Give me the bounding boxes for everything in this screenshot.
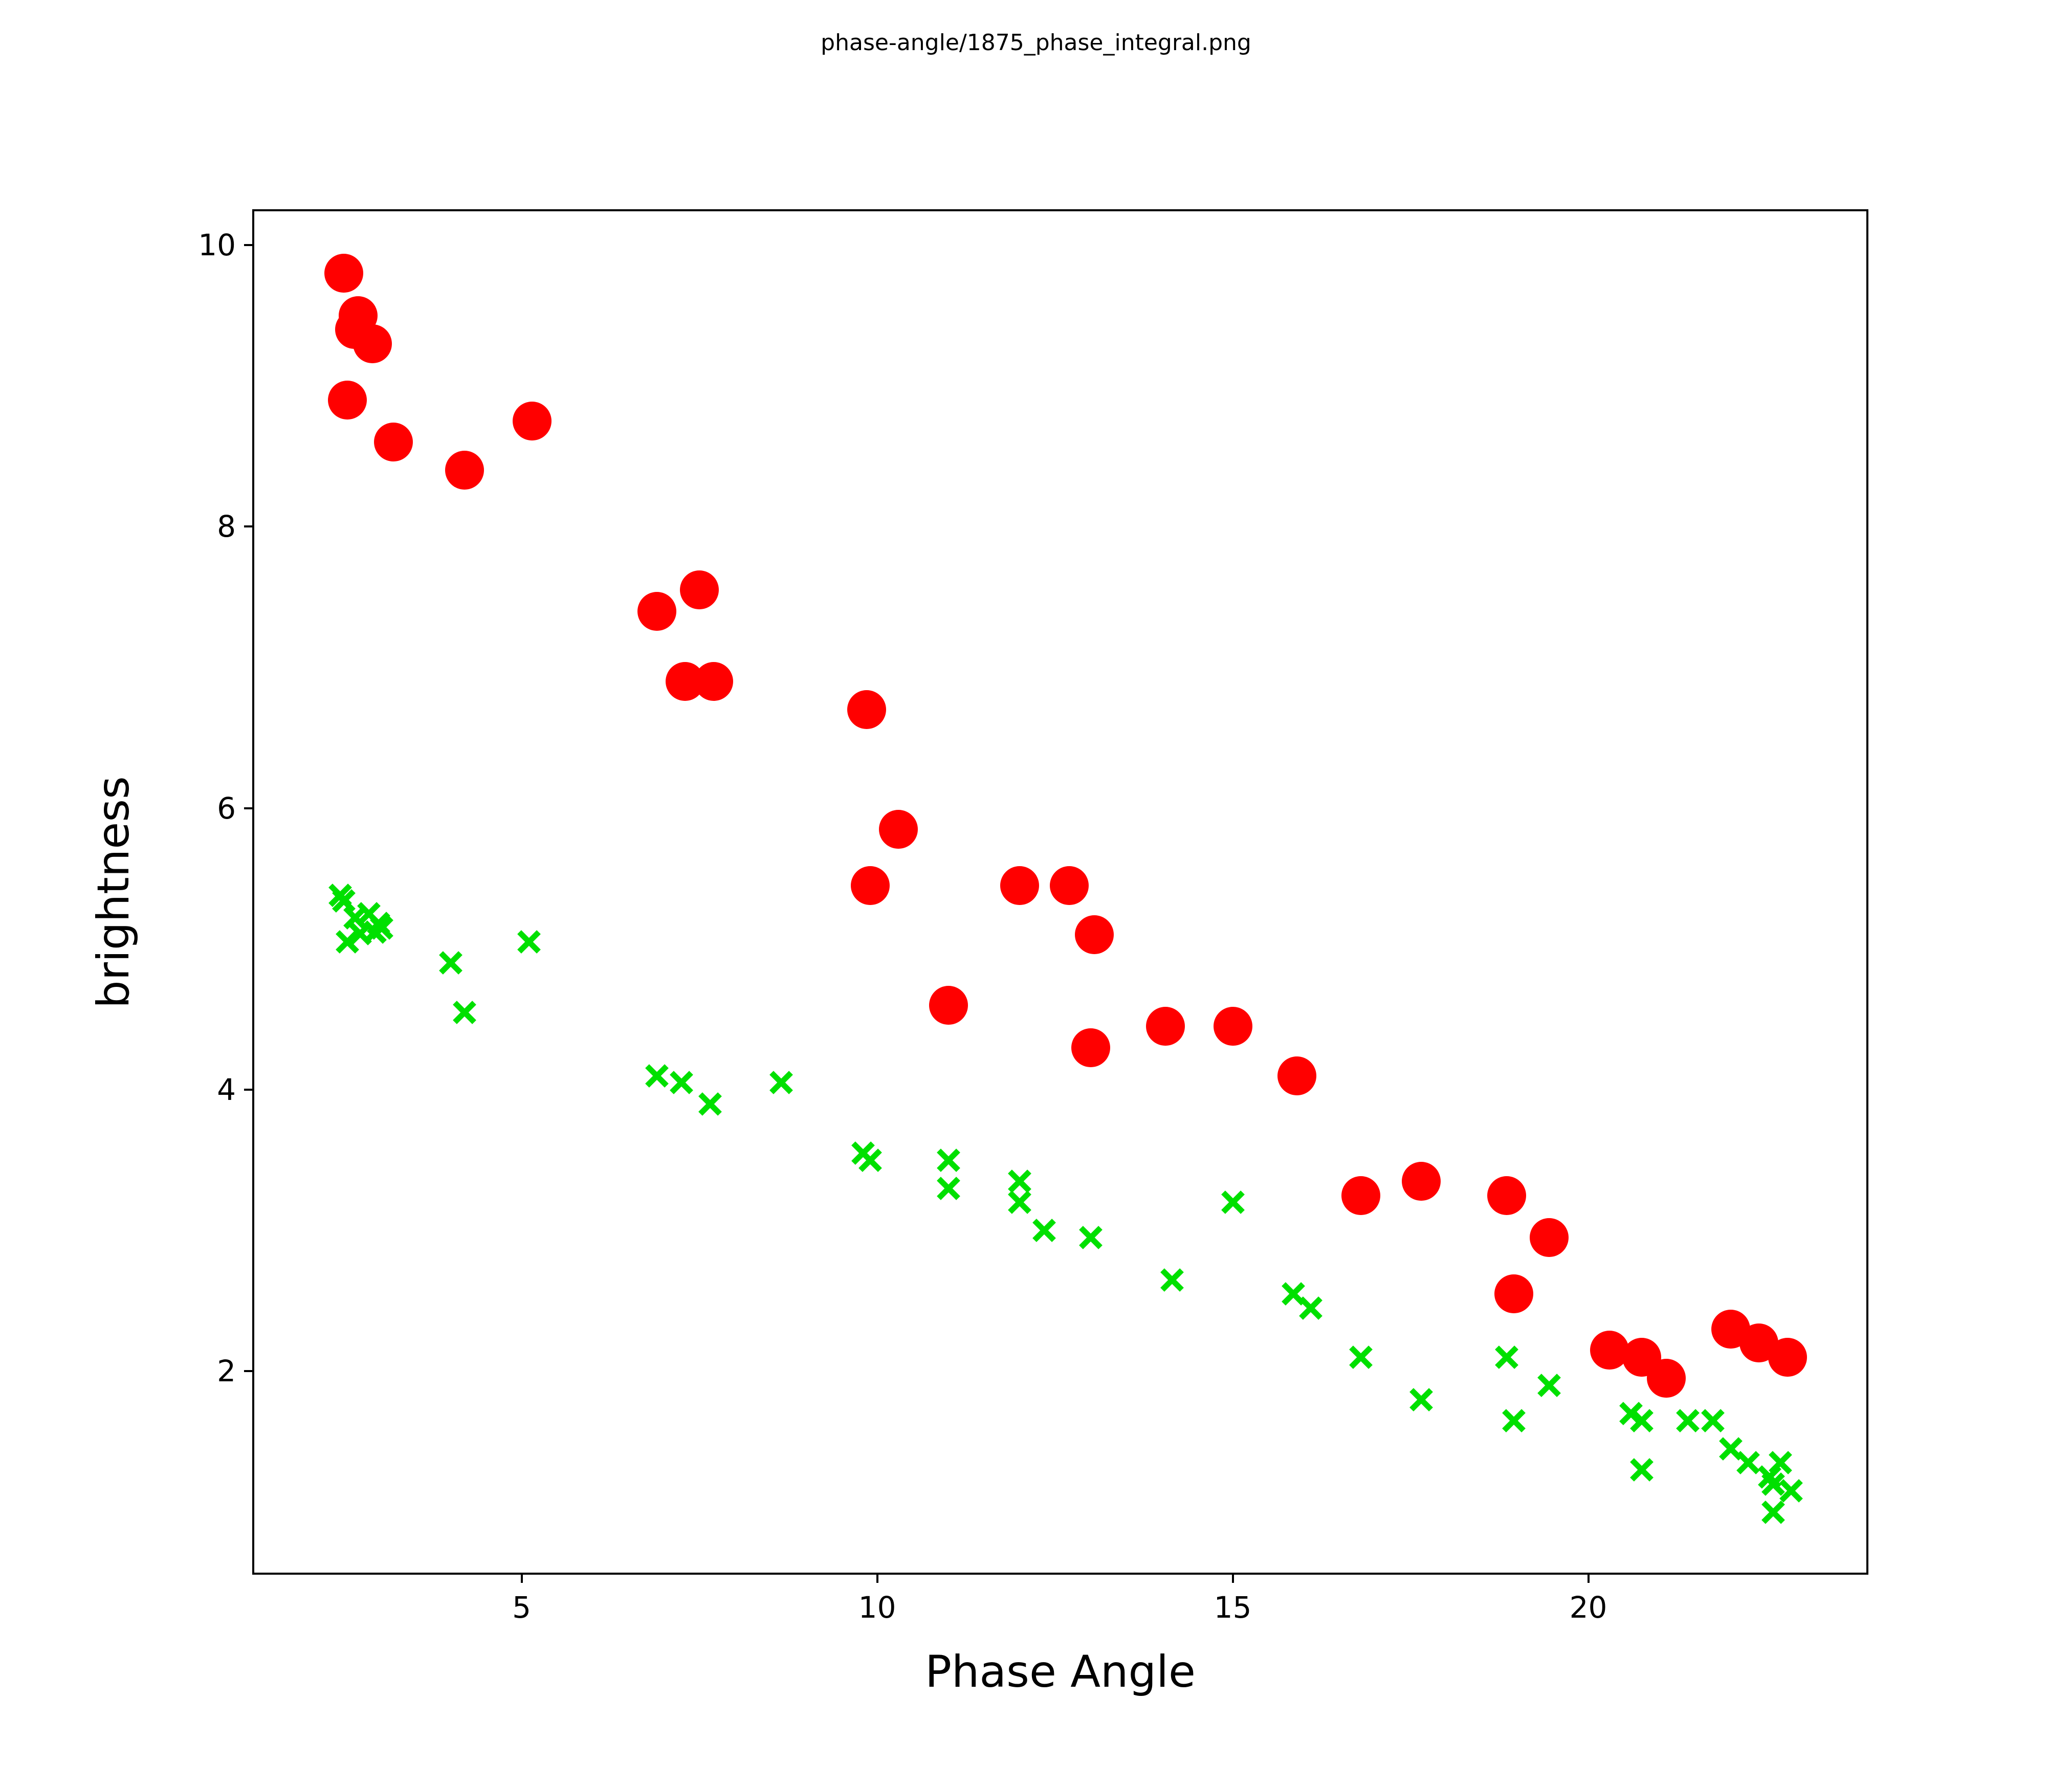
x-axis-tick — [1587, 1573, 1590, 1583]
y-axis-tick — [244, 1089, 254, 1091]
data-point-green-x — [1735, 1449, 1761, 1476]
data-point-green-x — [1778, 1477, 1804, 1504]
data-point-green-x — [1674, 1407, 1701, 1434]
y-tick-label: 10 — [198, 228, 236, 263]
data-point-green-x — [668, 1069, 695, 1096]
data-point-green-x — [697, 1091, 723, 1117]
data-point-red-circles — [850, 866, 890, 906]
data-point-green-x — [1220, 1189, 1246, 1216]
plot-area: Phase Angle brightness 5 10 15 20 2 4 6 8 10 — [88, 209, 1868, 1697]
y-axis-tick — [244, 807, 254, 809]
data-point-red-circles — [680, 570, 719, 610]
figure-title: phase-angle/1875_phase_integral.png — [821, 30, 1251, 56]
data-point-red-circles — [1074, 915, 1114, 955]
data-point-red-circles — [1145, 1007, 1185, 1046]
data-point-green-x — [1760, 1499, 1787, 1526]
x-axis-tick — [876, 1573, 878, 1583]
data-point-red-circles — [1341, 1176, 1380, 1215]
data-point-red-circles — [1487, 1176, 1526, 1215]
data-point-green-x — [1536, 1372, 1562, 1399]
y-tick-label: 4 — [217, 1072, 236, 1108]
data-point-green-x — [857, 1147, 884, 1174]
data-point-red-circles — [1071, 1028, 1110, 1067]
data-point-green-x — [1031, 1217, 1057, 1244]
x-tick-label: 10 — [858, 1590, 896, 1625]
data-point-red-circles — [637, 591, 676, 631]
data-point-red-circles — [328, 380, 367, 420]
data-point-green-x — [1159, 1267, 1185, 1293]
data-point-green-x — [334, 929, 361, 955]
y-tick-label: 8 — [217, 509, 236, 544]
data-point-red-circles — [879, 810, 918, 849]
data-point-green-x — [1501, 1407, 1527, 1434]
data-point-red-circles — [1401, 1161, 1441, 1201]
data-point-red-circles — [1000, 866, 1039, 906]
data-point-green-x — [1700, 1407, 1726, 1434]
data-point-green-x — [935, 1175, 962, 1202]
x-axis-label: Phase Angle — [925, 1646, 1196, 1697]
data-point-green-x — [516, 929, 542, 955]
data-point-red-circles — [847, 690, 886, 730]
data-point-red-circles — [1530, 1218, 1569, 1257]
data-point-green-x — [1077, 1224, 1104, 1251]
data-point-green-x — [1006, 1168, 1033, 1195]
y-tick-label: 2 — [217, 1354, 236, 1389]
y-axis-tick — [244, 1370, 254, 1373]
data-point-green-x — [768, 1069, 795, 1096]
y-axis-label: brightness — [88, 776, 139, 1008]
data-point-red-circles — [374, 423, 413, 462]
data-point-red-circles — [513, 402, 552, 441]
data-point-green-x — [1348, 1344, 1374, 1371]
data-point-red-circles — [1647, 1359, 1686, 1398]
data-point-green-x — [1493, 1344, 1520, 1371]
data-point-green-x — [437, 950, 464, 976]
data-point-red-circles — [1590, 1331, 1629, 1370]
x-axis-tick — [520, 1573, 523, 1583]
data-point-red-circles — [352, 324, 392, 363]
y-tick-label: 6 — [217, 790, 236, 826]
data-point-red-circles — [1768, 1337, 1807, 1377]
data-point-red-circles — [324, 254, 364, 293]
data-point-green-x — [362, 919, 388, 945]
y-axis-tick — [244, 525, 254, 528]
data-point-green-x — [1760, 1471, 1787, 1497]
data-point-red-circles — [1494, 1274, 1533, 1314]
data-point-green-x — [451, 999, 478, 1026]
data-point-red-circles — [929, 986, 968, 1025]
data-point-green-x — [1628, 1407, 1655, 1434]
y-axis-tick — [244, 244, 254, 247]
data-point-red-circles — [1277, 1056, 1316, 1095]
data-point-red-circles — [1213, 1007, 1252, 1046]
data-point-green-x — [330, 888, 357, 914]
data-point-green-x — [644, 1063, 670, 1089]
data-point-green-x — [1006, 1189, 1033, 1216]
x-tick-label: 20 — [1569, 1590, 1607, 1625]
data-point-green-x — [935, 1147, 962, 1174]
data-point-green-x — [1297, 1295, 1324, 1321]
data-point-red-circles — [694, 662, 733, 701]
data-point-red-circles — [1049, 866, 1089, 906]
x-tick-label: 5 — [512, 1590, 532, 1625]
x-tick-label: 15 — [1214, 1590, 1252, 1625]
data-point-green-x — [1408, 1386, 1435, 1413]
x-axis-tick — [1231, 1573, 1234, 1583]
data-point-red-circles — [445, 451, 484, 490]
data-point-green-x — [1628, 1457, 1655, 1483]
